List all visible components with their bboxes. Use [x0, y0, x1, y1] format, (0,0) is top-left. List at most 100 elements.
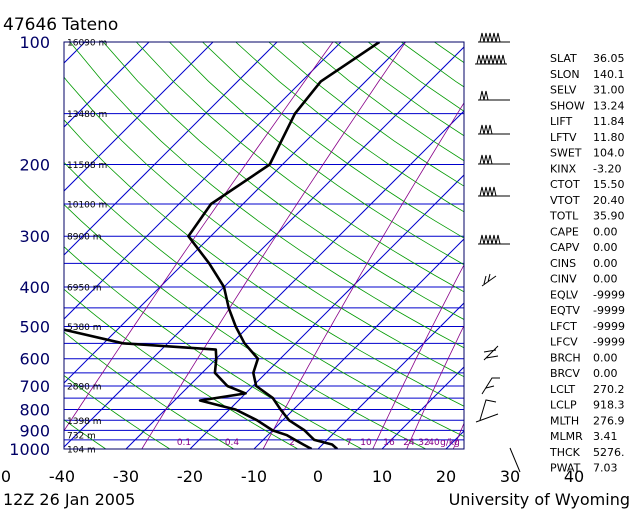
temperature-tick-label: 30 [500, 467, 520, 486]
wind-barb [475, 413, 499, 423]
data-source: University of Wyoming [449, 490, 630, 509]
wind-barb-flag [491, 234, 497, 245]
wind-barb-flag [479, 154, 485, 165]
sounding-indices: SLAT 36.05 SLON 140.1 SELV 31.00 SHOW 13.24 LIFT… [549, 52, 625, 475]
index-value: 0.00 [593, 257, 618, 270]
wind-barb-flag [483, 234, 489, 245]
index-value: 0.00 [593, 225, 618, 238]
isotherm-line [64, 42, 342, 320]
wind-barb-flag [479, 32, 485, 43]
plot-frame [63, 41, 465, 450]
index-value: 3.41 [593, 430, 618, 443]
index-label: SELV [550, 84, 577, 97]
isotherm-line [64, 42, 150, 128]
mixing-ratio-line [141, 42, 406, 449]
index-label: CINV [550, 273, 577, 286]
pressure-tick-label: 600 [19, 350, 50, 369]
dry-adiabat-line [235, 42, 464, 213]
wind-barb-flag [487, 234, 493, 245]
height-label: 13480 m [67, 110, 107, 120]
index-label: MLTH [550, 414, 579, 427]
wind-barb-flag [479, 186, 485, 197]
isotherm-line [64, 42, 278, 256]
dry-adiabat-line [136, 42, 464, 293]
isotherm-line [125, 110, 464, 449]
wind-barb-flag [500, 54, 506, 65]
temperature-tick-label: -50 [0, 467, 11, 486]
pressure-tick-label: 500 [19, 317, 50, 336]
index-label: SLAT [550, 52, 577, 65]
index-label: THCK [549, 446, 581, 459]
index-label: MLMR [550, 430, 583, 443]
wind-barb-flag [491, 32, 497, 43]
index-value: -9999 [593, 288, 625, 301]
dry-adiabat-line [64, 204, 426, 449]
index-label: EQLV [550, 288, 579, 301]
index-label: CAPV [550, 241, 580, 254]
index-label: CINS [550, 257, 576, 270]
index-label: LFCT [550, 320, 577, 333]
temperature-tick-label: 0 [313, 467, 323, 486]
index-label: LFCV [550, 336, 578, 349]
height-label: 5380 m [67, 323, 102, 333]
valid-time: 12Z 26 Jan 2005 [3, 490, 135, 509]
index-label: LFTV [550, 131, 577, 144]
pressure-tick-label: 400 [19, 278, 50, 297]
wind-barb-flag [483, 186, 489, 197]
index-value: 20.40 [593, 194, 625, 207]
index-label: KINX [550, 162, 577, 175]
isotherm-line [0, 42, 21, 449]
wind-barb-flag [496, 54, 502, 65]
wind-barb-flag [487, 124, 493, 135]
index-label: LIFT [550, 115, 573, 128]
isotherm-line [64, 46, 464, 448]
wind-barb-flag [484, 54, 490, 65]
wind-barb-flag [488, 54, 494, 65]
index-value: 7.03 [593, 462, 618, 475]
index-label: LCLP [550, 399, 577, 412]
grid-lines [0, 42, 464, 449]
index-label: SWET [550, 147, 582, 160]
isotherm-line [381, 366, 464, 449]
dry-adiabat-line [64, 246, 362, 449]
wind-barb-flag [483, 90, 489, 101]
index-label: SHOW [550, 99, 585, 112]
wind-barb-flag [483, 154, 489, 165]
wind-barb-flag [487, 186, 493, 197]
isotherm-line [64, 42, 406, 384]
sounding-traces [64, 42, 381, 449]
wind-barb-flag [487, 32, 493, 43]
height-label: 104 m [67, 446, 96, 456]
temperature-tick-label: -40 [49, 467, 75, 486]
height-label: 10100 m [67, 200, 107, 210]
dry-adiabat-line [64, 375, 171, 449]
index-value: 0.00 [593, 351, 618, 364]
mixing-ratio-label: 7 [346, 438, 352, 448]
height-label: 11588 m [67, 161, 107, 171]
wind-barb-flag [479, 124, 485, 135]
index-label: LCLT [550, 383, 575, 396]
index-value: 918.3 [593, 399, 625, 412]
isotherm-line [253, 238, 464, 449]
mixing-ratio-label: 2 [289, 438, 295, 448]
mixing-ratio-label: 40 [428, 438, 440, 448]
dry-adiabat-line [301, 42, 464, 162]
mixing-ratio-label: 10 [360, 438, 372, 448]
index-value: 140.1 [593, 68, 625, 81]
wind-barb-flag [479, 90, 485, 101]
dry-adiabat-line [202, 42, 464, 239]
dry-adiabat-line [64, 119, 464, 407]
index-label: TOTL [549, 210, 579, 223]
mixing-ratio-label: g/kg [440, 438, 460, 448]
station-name: Tateno [61, 15, 118, 35]
wind-barb [479, 399, 497, 421]
temperature-tick-label: 10 [372, 467, 392, 486]
pressure-tick-label: 300 [19, 227, 50, 246]
temperature-tick-label: -10 [241, 467, 267, 486]
index-value: 270.2 [593, 383, 625, 396]
index-label: PWAT [550, 462, 581, 475]
index-value: -9999 [593, 304, 625, 317]
index-value: 15.50 [593, 178, 625, 191]
height-label: 8900 m [67, 233, 102, 243]
